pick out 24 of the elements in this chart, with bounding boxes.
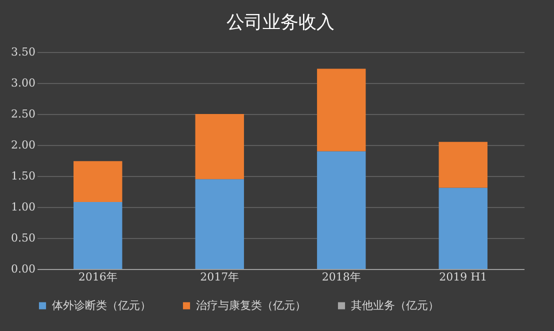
x-tick-label: 2016年 [78, 270, 118, 284]
legend-label: 体外诊断类（亿元） [52, 298, 151, 312]
legend-label: 其他业务（亿元） [351, 298, 439, 312]
y-tick-label: 3.00 [11, 76, 36, 90]
bar [317, 68, 366, 152]
bar [74, 202, 122, 269]
bar [195, 179, 244, 269]
chart-title: 公司业务收入 [226, 12, 334, 33]
y-tick-label: 1.00 [11, 200, 36, 214]
x-tick-label: 2019 H1 [439, 270, 488, 284]
x-tick-label: 2018年 [322, 270, 361, 284]
y-tick-label: 0.50 [11, 232, 36, 244]
bar [438, 188, 488, 269]
y-tick-label: 2.50 [11, 108, 36, 120]
bar [195, 114, 244, 180]
bar [438, 142, 488, 188]
y-tick-label: 0.00 [11, 262, 36, 276]
bar [74, 161, 122, 202]
bar [317, 151, 366, 269]
x-tick-label: 2017年 [200, 270, 240, 284]
legend-label: 治疗与康复类（亿元） [196, 298, 306, 312]
y-tick-label: 1.50 [11, 170, 36, 182]
y-tick-label: 2.00 [11, 138, 36, 152]
y-tick-label: 3.50 [11, 46, 36, 58]
